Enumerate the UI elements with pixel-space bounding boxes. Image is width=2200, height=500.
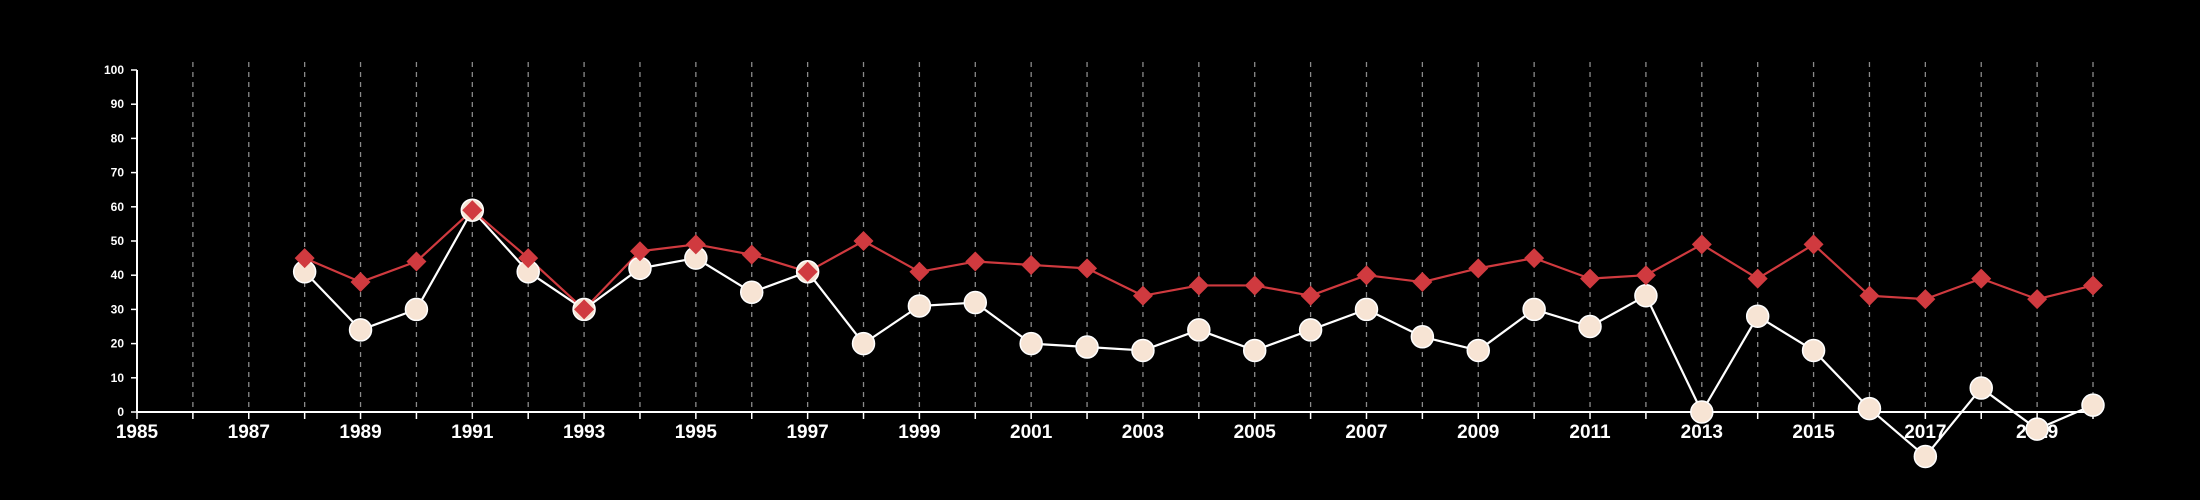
y-tick-label-20: 20 bbox=[111, 337, 125, 351]
y-tick-label-70: 70 bbox=[111, 166, 125, 180]
point-s1-1990 bbox=[406, 251, 427, 272]
point-s1-2016 bbox=[1859, 285, 1880, 306]
point-s2-2017 bbox=[1913, 444, 1938, 469]
marker-layer bbox=[292, 198, 2105, 469]
point-s2-2018 bbox=[1969, 376, 1993, 400]
point-s1-2009 bbox=[1468, 258, 1489, 279]
point-s1-2002 bbox=[1077, 258, 1098, 279]
point-s2-2013 bbox=[1690, 400, 1714, 424]
x-tick-label-2011: 2011 bbox=[1569, 422, 1611, 443]
point-s1-2010 bbox=[1524, 248, 1545, 269]
y-tick-label-60: 60 bbox=[111, 200, 125, 214]
point-s2-2011 bbox=[1578, 314, 1602, 339]
point-s1-1994 bbox=[629, 241, 650, 262]
point-s2-2012 bbox=[1634, 283, 1658, 308]
point-s1-1996 bbox=[741, 244, 762, 265]
point-s2-2004 bbox=[1187, 318, 1211, 342]
y-tick-label-40: 40 bbox=[111, 268, 125, 282]
point-s2-2015 bbox=[1801, 338, 1826, 363]
point-s2-1990 bbox=[404, 297, 429, 322]
point-s1-2020 bbox=[2083, 275, 2103, 296]
y-tick-label-100: 100 bbox=[104, 63, 124, 77]
y-tick-label-10: 10 bbox=[111, 371, 125, 385]
point-s2-2006 bbox=[1298, 318, 1323, 342]
x-tick-label-1989: 1989 bbox=[339, 422, 381, 443]
point-s2-1996 bbox=[739, 280, 764, 305]
point-s1-2012 bbox=[1635, 265, 1656, 286]
point-s1-2017 bbox=[1915, 289, 1936, 310]
point-s2-2001 bbox=[1019, 331, 1043, 356]
point-s1-2011 bbox=[1580, 268, 1601, 289]
point-s1-2004 bbox=[1188, 275, 1209, 296]
point-s2-2008 bbox=[1410, 325, 1435, 349]
y-tick-label-80: 80 bbox=[111, 131, 125, 145]
point-s1-1988 bbox=[294, 248, 315, 269]
point-s1-2015 bbox=[1803, 234, 1824, 255]
x-tick-label-1987: 1987 bbox=[228, 422, 270, 443]
y-tick-label-30: 30 bbox=[111, 302, 125, 316]
point-s2-2016 bbox=[1857, 396, 1882, 421]
point-s1-1999 bbox=[909, 261, 930, 282]
point-s1-2005 bbox=[1244, 275, 1265, 296]
point-s2-2020 bbox=[2081, 393, 2105, 417]
point-s2-2005 bbox=[1242, 338, 1267, 363]
x-tick-label-2017: 2017 bbox=[1904, 422, 1946, 443]
point-s1-1991 bbox=[462, 200, 483, 221]
point-s2-2002 bbox=[1075, 335, 1099, 359]
point-s1-1998 bbox=[853, 231, 874, 251]
x-tick-label-1993: 1993 bbox=[563, 422, 605, 443]
point-s2-2010 bbox=[1522, 297, 1546, 322]
x-tick-label-2007: 2007 bbox=[1345, 422, 1387, 443]
point-s1-2001 bbox=[1021, 254, 1042, 275]
y-tick-label-90: 90 bbox=[111, 97, 125, 111]
x-tick-label-2003: 2003 bbox=[1122, 422, 1164, 443]
point-s1-2006 bbox=[1300, 285, 1321, 306]
x-tick-label-1997: 1997 bbox=[786, 422, 828, 443]
point-s1-2014 bbox=[1747, 268, 1768, 289]
point-s1-2000 bbox=[965, 251, 986, 272]
point-s2-2003 bbox=[1131, 338, 1155, 363]
point-s2-1989 bbox=[348, 318, 373, 342]
point-s1-1992 bbox=[518, 248, 539, 269]
y-tick-label-0: 0 bbox=[117, 405, 124, 419]
x-tick-label-1995: 1995 bbox=[675, 422, 718, 443]
point-s1-2007 bbox=[1356, 265, 1377, 286]
point-s1-1995 bbox=[685, 234, 706, 255]
point-s1-2013 bbox=[1691, 234, 1712, 255]
x-tick-label-2013: 2013 bbox=[1681, 422, 1723, 443]
point-s2-2014 bbox=[1745, 304, 1770, 328]
x-tick-label-2015: 2015 bbox=[1792, 422, 1835, 443]
point-s1-2018 bbox=[1971, 268, 1992, 289]
x-tick-label-2009: 2009 bbox=[1457, 422, 1499, 443]
x-tick-label-1999: 1999 bbox=[898, 422, 940, 443]
point-s2-1998 bbox=[851, 331, 876, 356]
point-s2-2000 bbox=[963, 290, 988, 315]
x-tick-label-1991: 1991 bbox=[451, 422, 494, 443]
point-s2-2009 bbox=[1466, 338, 1491, 363]
x-tick-label-2005: 2005 bbox=[1234, 422, 1277, 443]
point-s1-1993 bbox=[574, 299, 595, 320]
x-tick-label-1985: 1985 bbox=[116, 422, 159, 443]
axes: 0 10 20 30 40 50 60 70 80 90 100 1985 1987 1989 1991 19… bbox=[104, 63, 2094, 443]
point-s2-2019 bbox=[2025, 417, 2049, 441]
point-s2-2007 bbox=[1354, 297, 1379, 322]
point-s2-1999 bbox=[907, 294, 932, 318]
point-s1-1989 bbox=[350, 272, 371, 293]
point-s1-2019 bbox=[2027, 289, 2048, 310]
point-s1-1997 bbox=[797, 261, 818, 282]
point-s1-2003 bbox=[1132, 285, 1153, 306]
x-tick-label-2001: 2001 bbox=[1010, 422, 1053, 443]
y-tick-label-50: 50 bbox=[111, 234, 125, 248]
point-s1-2008 bbox=[1412, 272, 1433, 293]
